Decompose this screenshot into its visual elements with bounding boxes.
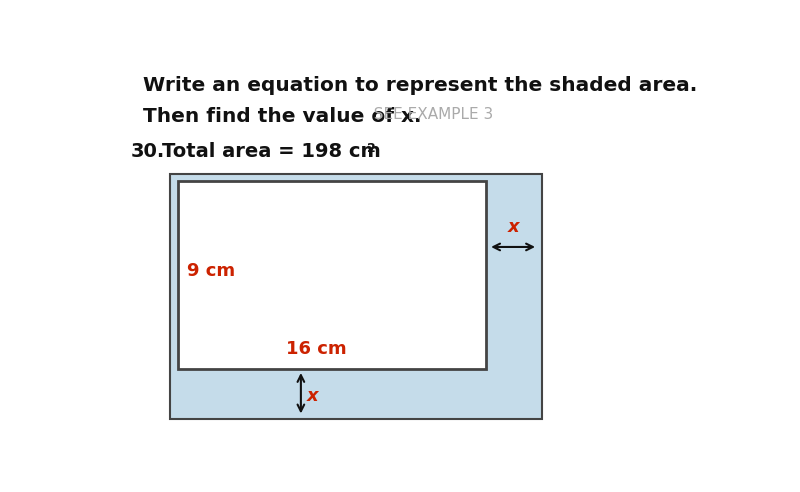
Text: x: x <box>307 387 318 405</box>
Bar <box>178 182 486 369</box>
Text: SEE EXAMPLE 3: SEE EXAMPLE 3 <box>363 107 493 122</box>
Text: x: x <box>508 218 520 236</box>
Text: 2: 2 <box>367 142 376 155</box>
Text: 30.: 30. <box>131 142 166 161</box>
Text: 16 cm: 16 cm <box>286 340 346 358</box>
Bar <box>170 174 542 419</box>
Text: Write an equation to represent the shaded area.: Write an equation to represent the shade… <box>142 76 697 95</box>
Text: Then find the value of x.: Then find the value of x. <box>142 107 421 126</box>
Text: Total area = 198 cm: Total area = 198 cm <box>162 142 381 161</box>
Text: 9 cm: 9 cm <box>187 262 235 280</box>
